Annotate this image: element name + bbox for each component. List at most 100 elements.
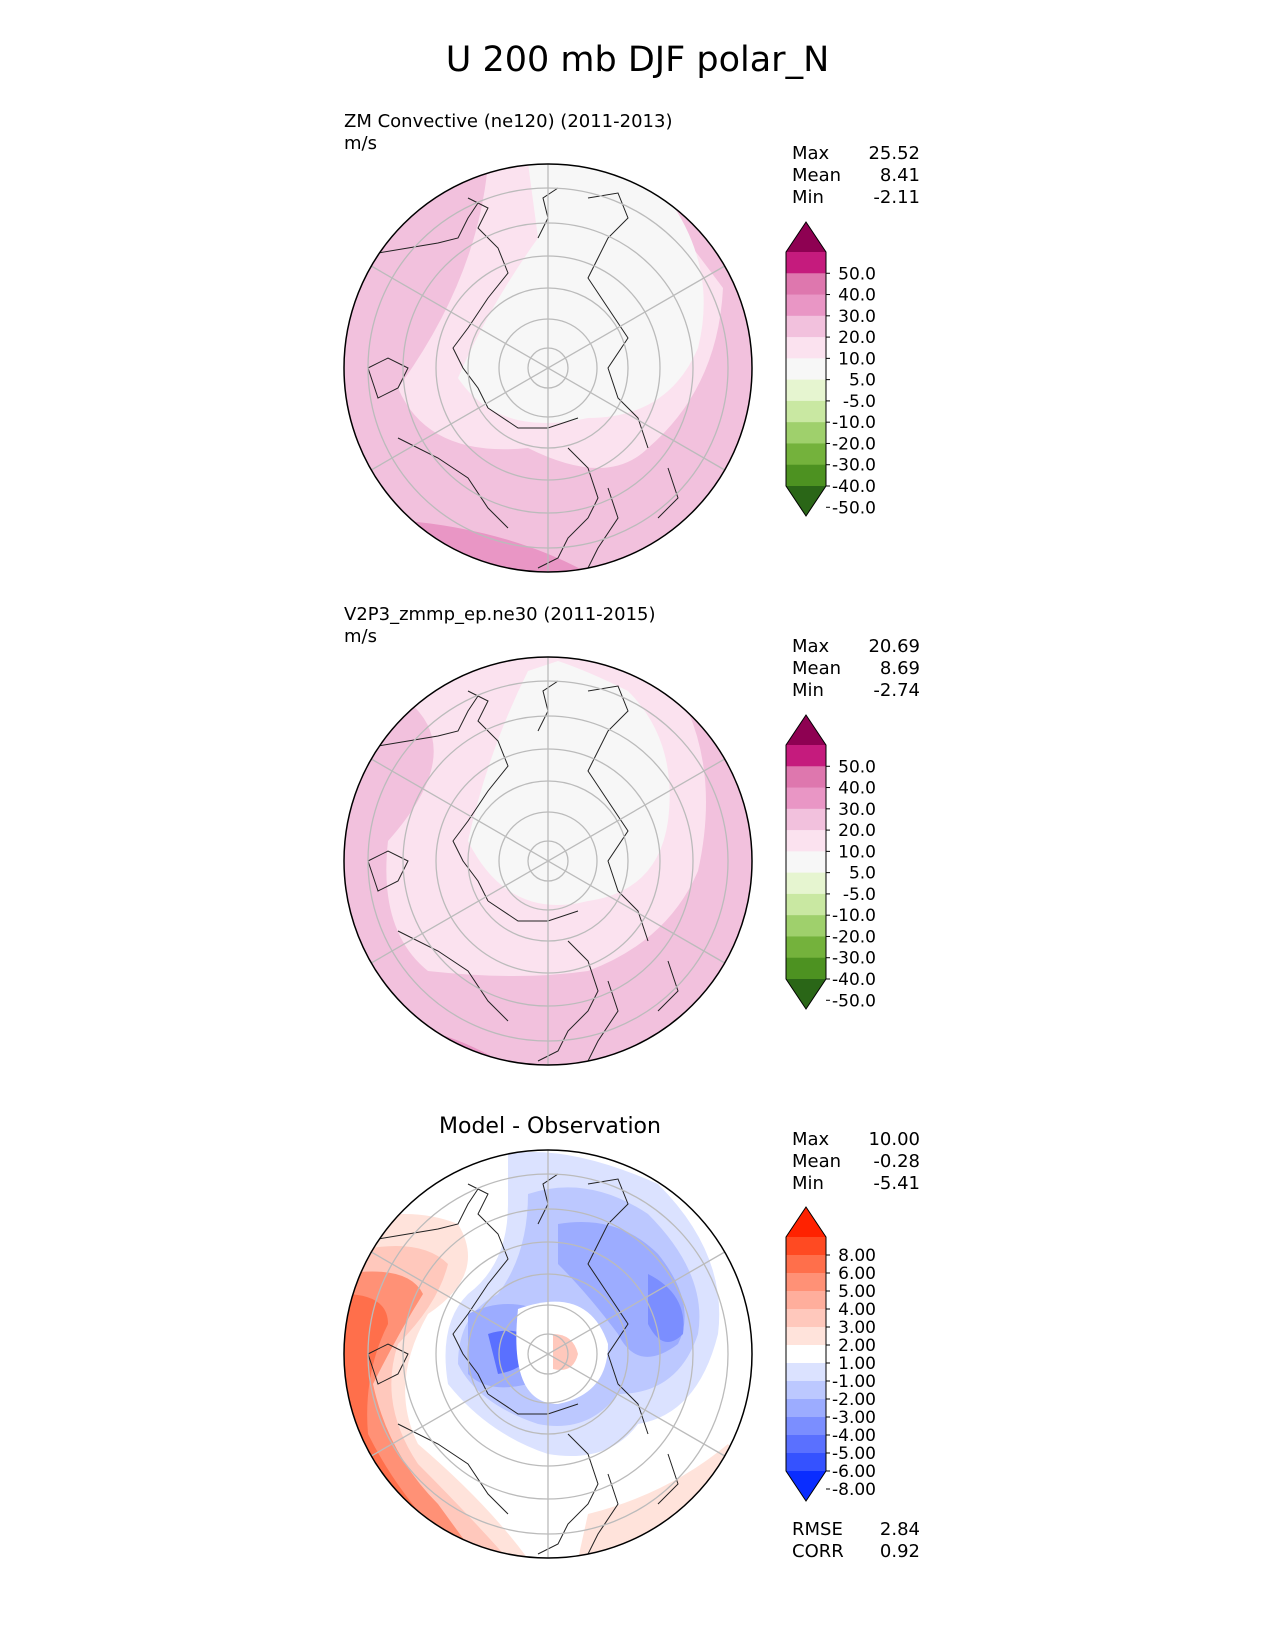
corr-label: CORR (792, 1541, 844, 1562)
colorbar-segment (786, 893, 826, 916)
meridian (370, 265, 726, 471)
colorbar-segment (786, 830, 826, 852)
colorbar-segment (786, 1417, 826, 1436)
colorbar-segment (786, 1237, 826, 1256)
panel3-stats: Max 10.00 Mean -0.28 Min -5.41 (792, 1129, 920, 1195)
colorbar-segment (786, 422, 826, 444)
panel1-min-value: -2.11 (873, 187, 920, 208)
colorbar-segment (786, 337, 826, 359)
colorbar-extend-max (786, 222, 826, 252)
colorbar-segment (786, 1363, 826, 1382)
rmse-value: 2.84 (879, 1519, 920, 1540)
figure-title: U 200 mb DJF polar_N (445, 40, 830, 80)
colorbar-tick-label: -5.0 (843, 885, 876, 905)
colorbar-segment (786, 957, 826, 980)
panel2-min-value: -2.74 (873, 680, 920, 701)
colorbar-segment (786, 1273, 826, 1292)
panel1-title-text: ZM Convective (ne120) (2011-2013) (344, 111, 673, 132)
meridian (370, 1251, 726, 1457)
panel2-min-label: Min (792, 680, 824, 701)
colorbar-tick-label: -20.0 (832, 927, 876, 947)
panel1-mean-label: Mean (792, 165, 842, 186)
colorbar-segment (786, 273, 826, 296)
colorbar-tick-label: -50.0 (832, 498, 876, 518)
colorbar-tick-label: 1.00 (838, 1354, 876, 1374)
colorbar-tick-label: 5.0 (849, 864, 876, 884)
map-boundary (343, 163, 753, 573)
colorbar-tick-label: 2.00 (838, 1336, 876, 1356)
colorbar-tick-label: -5.00 (832, 1444, 876, 1464)
colorbar-tick-label: -6.00 (832, 1462, 876, 1482)
colorbar-segment (786, 1309, 826, 1328)
panel2-mean-value: 8.69 (879, 658, 920, 679)
colorbar-tick-label: 4.00 (838, 1300, 876, 1320)
panel2-mean-label: Mean (792, 658, 842, 679)
colorbar-tick-label: 50.0 (838, 264, 876, 284)
colorbar-tick-label: -5.0 (843, 392, 876, 412)
colorbar-extend-max (786, 1207, 826, 1237)
colorbar-segment (786, 464, 826, 487)
panel1-title: ZM Convective (ne120) (2011-2013) m/s (344, 111, 672, 155)
panel2-stats: Max 20.69 Mean 8.69 Min -2.74 (792, 636, 920, 702)
colorbar-tick-label: -50.0 (832, 991, 876, 1011)
colorbar-segment (786, 252, 826, 274)
colorbar-tick-label: 5.00 (838, 1282, 876, 1302)
panel3-mean-label: Mean (792, 1151, 842, 1172)
panel3-metrics: RMSE 2.84 CORR 0.92 (792, 1519, 920, 1563)
colorbar-tick-label: 20.0 (838, 328, 876, 348)
panel3-polar-map (343, 1149, 753, 1559)
corr-value: 0.92 (879, 1541, 920, 1562)
colorbar-tick-label: -30.0 (832, 456, 876, 476)
colorbar-extend-min (786, 979, 826, 1009)
map-boundary (343, 1149, 753, 1559)
panel3-max-label: Max (792, 1129, 830, 1150)
colorbar-tick-label: -10.0 (832, 906, 876, 926)
panel3-min-label: Min (792, 1173, 824, 1194)
map-boundary (343, 656, 753, 1066)
colorbar-tick-label: 10.0 (838, 842, 876, 862)
colorbar-segment (786, 294, 826, 317)
colorbar-segment (786, 1399, 826, 1418)
colorbar-tick-label: 40.0 (838, 779, 876, 799)
colorbar-tick-label: 30.0 (838, 307, 876, 327)
panel1-max-label: Max (792, 143, 830, 164)
colorbar-tick-label: -20.0 (832, 434, 876, 454)
colorbar-tick-label: 6.00 (838, 1264, 876, 1284)
colorbar-tick-label: -10.0 (832, 413, 876, 433)
colorbar-extend-max (786, 715, 826, 745)
rmse-label: RMSE (792, 1519, 843, 1540)
colorbar-segment (786, 443, 826, 466)
colorbar-segment (786, 400, 826, 423)
colorbar-segment (786, 872, 826, 895)
panel2-polar-map (343, 656, 753, 1066)
panel2-title-text: V2P3_zmmp_ep.ne30 (2011-2015) (344, 604, 656, 625)
panel2-max-label: Max (792, 636, 830, 657)
panel1-min-label: Min (792, 187, 824, 208)
panel1-mean-value: 8.41 (879, 165, 920, 186)
panel1-colorbar: 50.040.030.020.010.05.0-5.0-10.0-20.0-30… (785, 221, 876, 518)
colorbar-tick-label: 8.00 (838, 1246, 876, 1266)
colorbar-tick-label: -40.0 (832, 970, 876, 990)
meridian (370, 758, 726, 964)
panel3-colorbar: 8.006.005.004.003.002.001.00-1.00-2.00-3… (785, 1206, 876, 1502)
colorbar-segment (786, 1453, 826, 1472)
panel1-units: m/s (344, 133, 377, 154)
field-near-zero (458, 164, 704, 423)
colorbar-segment (786, 358, 826, 381)
panel3-mean-value: -0.28 (873, 1151, 920, 1172)
graticule (367, 164, 729, 572)
colorbar-segment (786, 915, 826, 937)
graticule (367, 1150, 729, 1558)
panel3-title: Model - Observation (439, 1114, 661, 1139)
colorbar-tick-label: 10.0 (838, 349, 876, 369)
colorbar-segment (786, 1435, 826, 1454)
panel2-title: V2P3_zmmp_ep.ne30 (2011-2015) m/s (344, 604, 656, 648)
colorbar-tick-label: -1.00 (832, 1372, 876, 1392)
colorbar-segment (786, 745, 826, 767)
colorbar-segment (786, 766, 826, 789)
panel1-stats: Max 25.52 Mean 8.41 Min -2.11 (792, 143, 920, 209)
colorbar-extend-min (786, 1471, 826, 1501)
colorbar-segment (786, 1327, 826, 1346)
colorbar-tick-label: 5.0 (849, 371, 876, 391)
panel1-polar-map (343, 163, 753, 573)
